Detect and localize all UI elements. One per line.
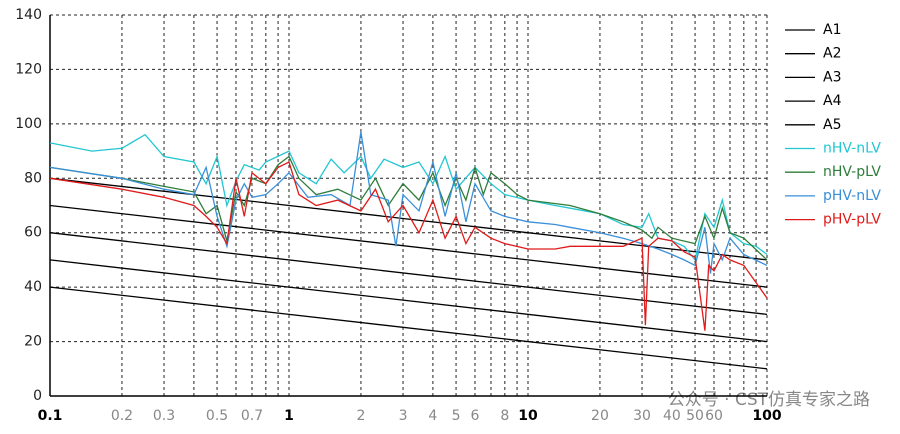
x-tick-label: 20	[591, 408, 609, 424]
legend-label: pHV-nLV	[823, 188, 881, 204]
x-tick-label: 60	[705, 408, 723, 424]
series-line	[49, 155, 768, 261]
x-tick-label: 30	[633, 408, 651, 424]
series-line	[49, 131, 768, 274]
x-tick-label: 1	[284, 408, 294, 424]
x-tick-label: 50	[686, 408, 704, 424]
x-tick-label: 8	[500, 408, 509, 424]
series-line	[49, 177, 768, 261]
y-tick-label: 60	[24, 225, 42, 241]
series-line	[49, 133, 768, 262]
series-line	[49, 259, 768, 343]
y-tick-label: 80	[24, 170, 42, 186]
x-tick-label: 2	[356, 408, 365, 424]
x-tick-label: 3	[399, 408, 408, 424]
legend-label: A5	[823, 117, 841, 133]
legend-label: A3	[823, 69, 841, 85]
x-tick-label: 0.3	[153, 408, 175, 424]
series-line	[49, 232, 768, 316]
y-tick-label: 0	[33, 388, 42, 404]
y-tick-label: 40	[24, 279, 42, 295]
legend-label: A4	[823, 93, 842, 109]
x-tick-label: 0.5	[206, 408, 228, 424]
series-line	[49, 161, 768, 331]
y-tick-label: 120	[15, 61, 42, 77]
x-tick-label: 4	[428, 408, 437, 424]
legend-label: A2	[823, 46, 841, 62]
x-tick-label: 0.7	[241, 408, 263, 424]
x-tick-label: 0.1	[38, 408, 63, 424]
legend-label: A1	[823, 22, 841, 38]
series-line	[49, 204, 768, 288]
x-tick-label: 0.2	[111, 408, 133, 424]
series-line	[49, 286, 768, 370]
legend-label: nHV-pLV	[823, 164, 881, 180]
legend-label: nHV-nLV	[823, 141, 881, 157]
y-tick-label: 20	[24, 334, 42, 350]
y-tick-label: 100	[15, 116, 42, 132]
x-tick-label: 100	[752, 408, 781, 424]
watermark: 公众号 · CST仿真专家之路	[668, 390, 870, 410]
x-tick-label: 6	[471, 408, 480, 424]
y-tick-label: 140	[15, 7, 42, 23]
x-tick-label: 5	[452, 408, 461, 424]
x-tick-label: 40	[663, 408, 681, 424]
x-tick-label: 10	[518, 408, 538, 424]
legend-label: pHV-pLV	[823, 212, 881, 228]
